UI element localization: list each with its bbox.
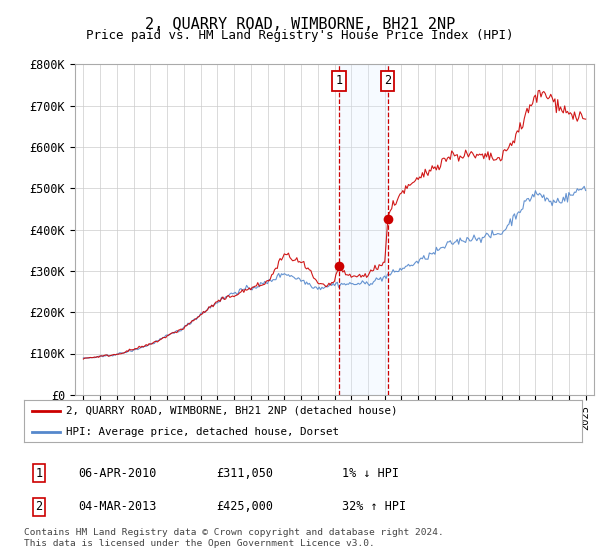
Text: 04-MAR-2013: 04-MAR-2013	[78, 500, 157, 514]
Text: Price paid vs. HM Land Registry's House Price Index (HPI): Price paid vs. HM Land Registry's House …	[86, 29, 514, 42]
Text: 32% ↑ HPI: 32% ↑ HPI	[342, 500, 406, 514]
Text: £425,000: £425,000	[216, 500, 273, 514]
Text: 1: 1	[35, 466, 43, 480]
Text: 1% ↓ HPI: 1% ↓ HPI	[342, 466, 399, 480]
Text: 2, QUARRY ROAD, WIMBORNE, BH21 2NP: 2, QUARRY ROAD, WIMBORNE, BH21 2NP	[145, 17, 455, 32]
Text: HPI: Average price, detached house, Dorset: HPI: Average price, detached house, Dors…	[66, 427, 339, 437]
Text: 2: 2	[384, 74, 391, 87]
Text: 2, QUARRY ROAD, WIMBORNE, BH21 2NP (detached house): 2, QUARRY ROAD, WIMBORNE, BH21 2NP (deta…	[66, 406, 397, 416]
Text: 2: 2	[35, 500, 43, 514]
Text: £311,050: £311,050	[216, 466, 273, 480]
Text: 06-APR-2010: 06-APR-2010	[78, 466, 157, 480]
Text: Contains HM Land Registry data © Crown copyright and database right 2024.
This d: Contains HM Land Registry data © Crown c…	[24, 528, 444, 548]
Bar	[339, 64, 388, 395]
Text: 1: 1	[335, 74, 343, 87]
